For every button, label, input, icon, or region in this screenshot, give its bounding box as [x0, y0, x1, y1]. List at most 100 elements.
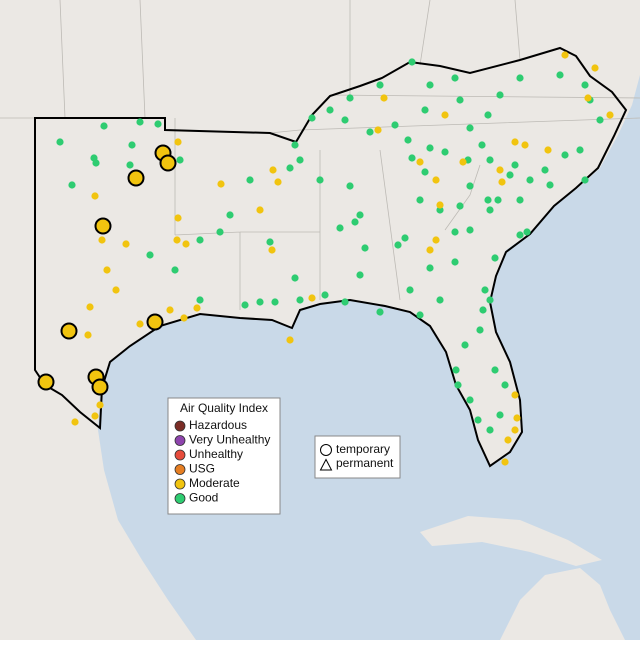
good-marker: [406, 286, 414, 294]
good-marker: [241, 301, 249, 309]
good-marker: [456, 96, 464, 104]
good-marker: [451, 74, 459, 82]
moderate-marker: [511, 138, 519, 146]
good-marker: [556, 71, 564, 79]
temporary-moderate-marker: [91, 378, 109, 396]
good-marker: [271, 298, 279, 306]
legend-box: [167, 397, 281, 515]
moderate-marker: [441, 111, 449, 119]
temporary-moderate-marker: [127, 169, 145, 187]
moderate-marker: [71, 418, 79, 426]
moderate-marker: [269, 166, 277, 174]
good-marker: [466, 182, 474, 190]
good-marker: [466, 396, 474, 404]
good-marker: [376, 81, 384, 89]
cuba: [420, 516, 602, 566]
moderate-marker: [606, 111, 614, 119]
legend-swatch: [174, 435, 186, 446]
good-marker: [451, 258, 459, 266]
good-marker: [404, 136, 412, 144]
good-marker: [346, 94, 354, 102]
legend-item: Hazardous: [189, 418, 247, 432]
legend-item: Good: [189, 491, 218, 505]
good-marker: [474, 416, 482, 424]
legend-item: Very Unhealthy: [189, 433, 270, 447]
good-marker: [441, 148, 449, 156]
good-marker: [126, 161, 134, 169]
good-marker: [452, 366, 460, 374]
good-marker: [171, 266, 179, 274]
moderate-marker: [416, 158, 424, 166]
good-marker: [421, 168, 429, 176]
good-marker: [541, 166, 549, 174]
good-marker: [326, 106, 334, 114]
good-marker: [491, 366, 499, 374]
good-marker: [484, 111, 492, 119]
moderate-marker: [521, 141, 529, 149]
good-marker: [451, 228, 459, 236]
good-marker: [68, 181, 76, 189]
good-marker: [516, 196, 524, 204]
moderate-marker: [504, 436, 512, 444]
legend-swatch: [174, 449, 186, 461]
good-marker: [496, 411, 504, 419]
good-marker: [128, 141, 136, 149]
good-marker: [486, 156, 494, 164]
moderate-marker: [98, 236, 106, 244]
good-marker: [456, 202, 464, 210]
good-marker: [501, 381, 509, 389]
good-marker: [494, 196, 502, 204]
moderate-marker: [182, 240, 190, 248]
good-marker: [136, 118, 144, 126]
good-marker: [426, 144, 434, 152]
moderate-marker: [103, 266, 111, 274]
good-marker: [561, 151, 569, 159]
moderate-marker: [256, 206, 264, 214]
legend-swatch: [174, 464, 186, 475]
good-marker: [291, 274, 299, 282]
moderate-marker: [374, 126, 382, 134]
moderate-marker: [286, 336, 294, 344]
good-marker: [476, 326, 484, 334]
good-marker: [408, 58, 416, 66]
good-marker: [154, 120, 162, 128]
good-marker: [308, 114, 316, 122]
shape-legend: temporary permanent: [314, 435, 401, 479]
good-marker: [394, 241, 402, 249]
good-marker: [146, 251, 154, 259]
legend-item: Unhealthy: [189, 447, 243, 461]
good-marker: [408, 154, 416, 162]
moderate-marker: [91, 412, 99, 420]
good-marker: [176, 156, 184, 164]
good-marker: [56, 138, 64, 146]
good-marker: [491, 254, 499, 262]
good-marker: [466, 124, 474, 132]
good-marker: [581, 176, 589, 184]
good-marker: [266, 238, 274, 246]
good-marker: [511, 161, 519, 169]
moderate-marker: [136, 320, 144, 328]
shape-legend-box: [314, 435, 401, 479]
good-marker: [341, 298, 349, 306]
good-marker: [100, 122, 108, 130]
good-marker: [426, 264, 434, 272]
moderate-marker: [584, 94, 592, 102]
legend-item: Moderate: [189, 476, 240, 490]
moderate-marker: [498, 178, 506, 186]
good-marker: [291, 141, 299, 149]
good-marker: [246, 176, 254, 184]
legend-title: Air Quality Index: [180, 401, 268, 415]
good-marker: [351, 218, 359, 226]
temporary-moderate-marker: [146, 313, 164, 331]
moderate-marker: [380, 94, 388, 102]
good-marker: [436, 296, 444, 304]
good-marker: [196, 296, 204, 304]
moderate-marker: [426, 246, 434, 254]
good-marker: [576, 146, 584, 154]
good-marker: [356, 211, 364, 219]
good-marker: [346, 182, 354, 190]
good-marker: [256, 298, 264, 306]
good-marker: [366, 128, 374, 136]
moderate-marker: [501, 458, 509, 466]
